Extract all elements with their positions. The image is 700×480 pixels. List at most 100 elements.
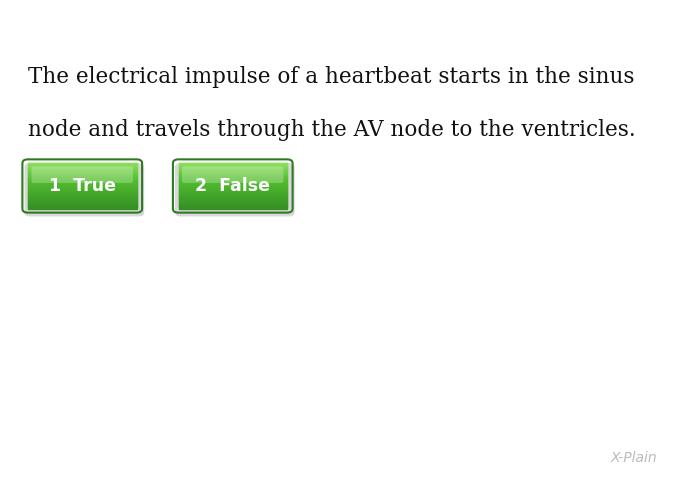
- Bar: [28, 195, 136, 197]
- Bar: [178, 168, 287, 169]
- Bar: [178, 204, 287, 206]
- Bar: [178, 200, 287, 201]
- FancyBboxPatch shape: [182, 167, 284, 183]
- Bar: [178, 169, 287, 171]
- Bar: [28, 181, 136, 182]
- Bar: [178, 164, 287, 166]
- Bar: [28, 202, 136, 204]
- Bar: [178, 166, 287, 167]
- Bar: [28, 164, 136, 166]
- Bar: [28, 196, 136, 197]
- Bar: [28, 187, 136, 188]
- Bar: [28, 193, 136, 194]
- Text: node and travels through the AV node to the ventricles.: node and travels through the AV node to …: [28, 119, 636, 141]
- Bar: [178, 178, 287, 179]
- Bar: [178, 203, 287, 204]
- Bar: [178, 192, 287, 193]
- Bar: [28, 163, 136, 164]
- Bar: [178, 177, 287, 178]
- Bar: [178, 174, 287, 175]
- Bar: [28, 167, 136, 168]
- Bar: [178, 167, 287, 168]
- Bar: [178, 191, 287, 192]
- Bar: [178, 189, 287, 190]
- Bar: [28, 165, 136, 166]
- Bar: [178, 187, 287, 188]
- Bar: [28, 199, 136, 201]
- Bar: [28, 207, 136, 208]
- Bar: [28, 201, 136, 202]
- Bar: [28, 173, 136, 174]
- Bar: [28, 169, 136, 171]
- Text: 1  True: 1 True: [49, 177, 116, 195]
- Bar: [178, 163, 287, 164]
- Bar: [28, 205, 136, 206]
- Text: X-Plain: X-Plain: [610, 451, 657, 466]
- Bar: [178, 173, 287, 174]
- Bar: [28, 189, 136, 191]
- FancyBboxPatch shape: [32, 167, 133, 183]
- Bar: [178, 181, 287, 182]
- Bar: [178, 206, 287, 207]
- Bar: [28, 182, 136, 183]
- Bar: [28, 195, 136, 196]
- FancyBboxPatch shape: [25, 163, 144, 216]
- Bar: [28, 197, 136, 198]
- Bar: [28, 198, 136, 200]
- Bar: [28, 185, 136, 186]
- Bar: [28, 206, 136, 207]
- Bar: [178, 186, 287, 187]
- Bar: [28, 198, 136, 199]
- Bar: [28, 202, 136, 203]
- Bar: [178, 207, 287, 208]
- Bar: [28, 191, 136, 192]
- Bar: [178, 177, 287, 179]
- Bar: [178, 199, 287, 201]
- Bar: [28, 189, 136, 190]
- Bar: [28, 166, 136, 167]
- Text: 2  False: 2 False: [195, 177, 270, 195]
- Bar: [28, 192, 136, 193]
- Bar: [178, 186, 287, 188]
- Bar: [178, 183, 287, 184]
- Bar: [28, 176, 136, 177]
- Bar: [178, 172, 287, 173]
- Bar: [178, 196, 287, 197]
- Bar: [178, 201, 287, 202]
- Bar: [28, 186, 136, 188]
- Bar: [28, 183, 136, 184]
- Bar: [178, 189, 287, 191]
- Bar: [178, 205, 287, 206]
- Text: The electrical impulse of a heartbeat starts in the sinus: The electrical impulse of a heartbeat st…: [28, 66, 634, 88]
- Bar: [28, 182, 136, 184]
- Bar: [178, 192, 287, 193]
- Bar: [28, 164, 136, 165]
- Bar: [178, 171, 287, 172]
- Bar: [178, 202, 287, 203]
- Bar: [178, 197, 287, 198]
- Bar: [28, 180, 136, 181]
- Bar: [28, 173, 136, 175]
- Bar: [28, 188, 136, 189]
- Bar: [28, 169, 136, 170]
- Bar: [28, 204, 136, 206]
- Bar: [178, 170, 287, 171]
- Bar: [178, 207, 287, 209]
- Bar: [178, 169, 287, 170]
- Bar: [28, 177, 136, 179]
- Bar: [178, 180, 287, 181]
- Bar: [28, 200, 136, 201]
- Bar: [178, 195, 287, 197]
- Bar: [28, 204, 136, 205]
- Bar: [28, 170, 136, 171]
- Bar: [28, 207, 136, 209]
- Bar: [28, 190, 136, 192]
- Bar: [28, 178, 136, 179]
- Bar: [28, 179, 136, 180]
- Bar: [28, 171, 136, 172]
- Bar: [178, 195, 287, 196]
- Bar: [178, 175, 287, 176]
- Bar: [178, 164, 287, 165]
- Bar: [28, 175, 136, 176]
- Bar: [28, 184, 136, 185]
